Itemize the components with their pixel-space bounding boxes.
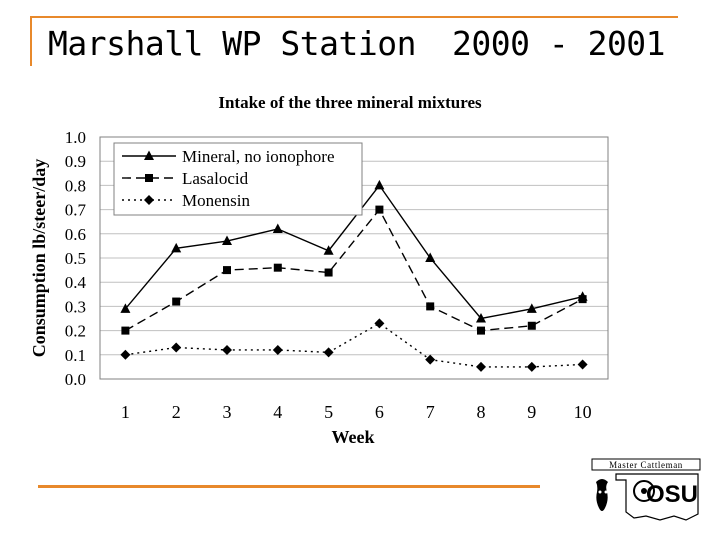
y-axis-label: Consumption lb/steer/day — [29, 159, 49, 358]
data-point-series-1 — [171, 242, 182, 253]
data-point-series-1 — [120, 303, 131, 313]
master-cattleman-osu-logo: Master Cattleman OSU — [590, 458, 702, 530]
data-point-series-2 — [172, 297, 181, 306]
y-tick-label: 0.1 — [65, 346, 86, 365]
plot-border — [99, 136, 609, 380]
logo-osu-text: OSU — [646, 481, 698, 508]
data-point-series-1 — [272, 223, 283, 233]
cow-head-icon — [596, 479, 608, 511]
x-tick-label: 3 — [223, 402, 232, 422]
data-point-series-3 — [476, 361, 486, 372]
logo-banner-box — [591, 458, 701, 471]
legend-marker — [144, 150, 154, 160]
y-tick-label: 0.3 — [65, 297, 86, 316]
data-point-series-1 — [323, 245, 334, 255]
x-tick-label: 6 — [375, 402, 384, 422]
data-point-series-3 — [120, 349, 131, 360]
plot-area: 0.0 0.1 0.2 0.3 0.4 0.5 0.6 0.7 0.8 0.9 1.0 1 2 3 4 5 6 7… — [65, 128, 609, 422]
x-tick-label: 5 — [324, 402, 333, 422]
y-tick-label: 0.2 — [65, 322, 86, 341]
y-tick-label: 1.0 — [65, 128, 86, 147]
series-line-1 — [124, 184, 583, 320]
data-point-series-3 — [374, 318, 385, 329]
x-tick-label: 1 — [121, 402, 130, 422]
x-tick-label: 7 — [426, 402, 435, 422]
series-line-2 — [125, 208, 583, 332]
oklahoma-outline-icon — [615, 473, 699, 521]
title-frame-top-rule — [30, 16, 678, 18]
data-point-series-1 — [374, 179, 385, 190]
x-tick-label: 2 — [172, 402, 181, 422]
chart-title: Intake of the three mineral mixtures — [218, 93, 482, 112]
y-tick-label: 0.8 — [65, 176, 86, 195]
data-point-series-1 — [526, 303, 537, 313]
data-point-series-3 — [526, 361, 537, 372]
series-line-3 — [125, 322, 583, 368]
y-tick-label: 0.0 — [65, 370, 86, 389]
data-point-series-2 — [273, 263, 282, 272]
data-point-series-1 — [476, 313, 486, 323]
y-tick-label: 0.4 — [65, 273, 87, 292]
data-point-series-3 — [171, 342, 182, 353]
y-tick-label: 0.9 — [65, 152, 86, 171]
slide-title-location: Marshall WP Station — [48, 24, 417, 63]
data-point-series-2 — [375, 205, 384, 214]
x-tick-label: 4 — [273, 402, 282, 422]
title-frame-left-rule — [30, 16, 32, 66]
data-point-series-3 — [222, 344, 232, 355]
data-point-series-1 — [222, 235, 232, 246]
data-point-series-3 — [272, 344, 283, 355]
slide-title: Marshall WP Station 2000 - 2001 — [42, 24, 682, 64]
slide-title-years: 2000 - 2001 — [452, 24, 666, 63]
data-point-series-2 — [578, 295, 587, 304]
y-tick-label: 0.6 — [65, 225, 86, 244]
data-point-series-3 — [425, 354, 436, 365]
data-point-series-2 — [121, 326, 130, 335]
y-tick-label: 0.5 — [65, 249, 86, 268]
x-tick-label: 8 — [477, 402, 486, 422]
data-point-series-2 — [223, 266, 231, 275]
data-point-series-3 — [323, 347, 334, 358]
data-point-series-2 — [477, 326, 485, 335]
legend-marker — [145, 174, 153, 182]
data-point-series-2 — [324, 268, 333, 277]
legend-label: Lasalocid — [182, 169, 249, 188]
data-point-series-2 — [426, 302, 435, 311]
x-axis-label: Week — [332, 427, 375, 447]
data-point-series-3 — [577, 359, 588, 370]
legend-label: Monensin — [182, 191, 251, 210]
y-tick-label: 0.7 — [65, 201, 87, 220]
legend-marker — [144, 195, 154, 205]
legend-box — [113, 142, 363, 216]
x-tick-label: 10 — [574, 402, 592, 422]
legend-label: Mineral, no ionophore — [182, 147, 335, 166]
x-tick-label: 9 — [527, 402, 536, 422]
footer-accent-rule — [38, 485, 540, 488]
data-point-series-2 — [527, 321, 536, 330]
logo-banner-text: Master Cattleman — [609, 460, 683, 470]
data-point-series-1 — [425, 252, 436, 262]
